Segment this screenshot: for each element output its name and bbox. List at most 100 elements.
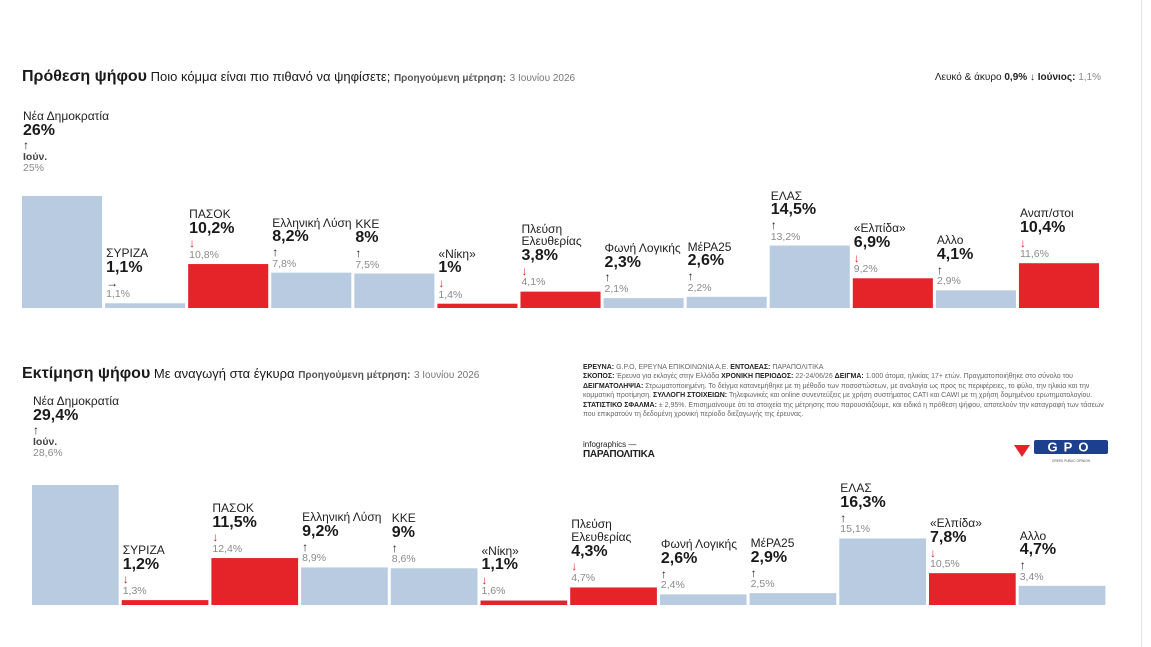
bar	[1018, 585, 1106, 605]
bar	[686, 296, 767, 308]
bar-label: ΠΑΣΟΚ 10,2% ↓ 10,8%	[189, 208, 282, 261]
party-name: Νέα Δημοκρατία	[23, 109, 110, 123]
party-name: Ελληνική Λύση	[302, 510, 382, 525]
right-divider	[1141, 0, 1142, 647]
party-name: Φωνή Λογικής	[660, 537, 737, 552]
bar	[480, 600, 568, 605]
infographics-label: infographics —	[583, 440, 637, 449]
purpose-text: Έρευνα για εκλογές στην Ελλάδα	[616, 373, 720, 381]
bar-label: Ελληνική Λύση 8,2% ↑ 7,8%	[272, 217, 365, 270]
previous-value: 9,2%	[853, 263, 878, 276]
party-name: ΣΥΡΙΖΑ	[106, 246, 149, 261]
bar-label: Νέα Δημοκρατία 29,4% ↑ Ιούν. 28,6%	[33, 395, 133, 459]
bar	[271, 272, 352, 308]
trend-arrow: ↓	[438, 276, 445, 291]
brand-logo: ΠΑΡΑΠΟΛΙΤΙΚΑ	[583, 449, 655, 460]
intention-title: Πρόθεση ψήφου	[22, 68, 147, 85]
intention-prev-label: Προηγούμενη μέτρηση:	[393, 73, 507, 84]
value-label: 29,4%	[33, 406, 79, 424]
party-name: Πλεύση Ελευθερίας	[571, 517, 632, 545]
value-label: 1,1%	[106, 258, 143, 276]
trend-arrow: ↓	[189, 236, 196, 251]
trend-arrow: ↑	[1019, 558, 1026, 573]
gpo-logo: GPO GREEK PUBLIC OPINION	[1014, 440, 1108, 463]
estimate-chart: Νέα Δημοκρατία 29,4% ↑ Ιούν. 28,6% ΣΥΡΙΖΑ 1,2%…	[32, 395, 1108, 607]
blank-vote-prev-label: Ιούνιος:	[1037, 72, 1076, 83]
estimate-header: Εκτίμηση ψήφου Με αναγωγή στα έγκυρα Προ…	[22, 365, 479, 383]
value-label: 10,2%	[189, 219, 235, 237]
trend-arrow: ↓	[1019, 235, 1026, 250]
trend-arrow: ↑	[840, 510, 847, 525]
trend-arrow: ↑	[302, 539, 309, 554]
trend-arrow: ↑	[604, 270, 611, 285]
trend-arrow: ↓	[853, 250, 860, 265]
error-text: ± 2,95%. Επισημαίνουμε ότι τα στοιχεία τ…	[583, 401, 1104, 419]
intention-chart: Νέα Δημοκρατία 26% ↑ Ιούν. 25% ΣΥΡΙΖΑ 1,1% → 1,1…	[22, 109, 1102, 310]
bar	[390, 568, 478, 605]
trend-arrow: ↑	[33, 423, 39, 438]
trend-arrow: ↓	[122, 572, 129, 587]
bar	[839, 538, 926, 605]
party-name: ΕΛΑΣ	[770, 188, 803, 203]
party-name: Φωνή Λογικής	[604, 241, 681, 256]
collection-label: ΣΥΛΛΟΓΗ ΣΤΟΙΧΕΙΩΝ:	[653, 392, 728, 400]
trend-arrow: ↑	[272, 245, 279, 260]
bar-label: Αναπ/στοι 10,4% ↓ 11,6%	[1020, 207, 1113, 260]
bar	[1018, 263, 1100, 308]
bar	[437, 303, 518, 308]
bar	[935, 290, 1016, 308]
value-label: 9,2%	[302, 523, 339, 541]
previous-value: 10,5%	[930, 558, 960, 571]
value-label: 6,9%	[853, 233, 891, 251]
gpo-logo-box	[1034, 440, 1108, 454]
value-label: 2,9%	[750, 548, 788, 566]
previous-value: 28,6%	[33, 447, 63, 459]
bar-label: «Νίκη» 1% ↓ 1,4%	[438, 248, 531, 301]
bar	[570, 587, 657, 605]
previous-value: 2,1%	[604, 283, 629, 296]
collection-text: Τηλεφωνικές και online συνεντεύξεις με χ…	[728, 392, 1093, 400]
bars-svg	[32, 485, 1106, 605]
previous-value: 15,1%	[840, 523, 871, 536]
party-name: Αλλο	[936, 233, 964, 248]
value-label: 7,8%	[930, 528, 967, 546]
value-label: 3,8%	[521, 246, 558, 264]
trend-arrow: ↓	[481, 572, 488, 587]
party-name: Πλεύση Ελευθερίας	[521, 221, 582, 249]
bars-svg	[22, 196, 1100, 308]
bar	[211, 558, 299, 605]
bar	[32, 485, 119, 605]
intention-header: Πρόθεση ψήφου Ποιο κόμμα είναι πιο πιθαν…	[22, 68, 575, 86]
bar-label: ΣΥΡΙΖΑ 1,2% ↓ 1,3%	[123, 544, 223, 597]
previous-value: 7,8%	[272, 257, 297, 270]
blank-vote-arrow: ↓	[1029, 72, 1035, 83]
bar-label: «Ελπίδα» 7,8% ↓ 10,5%	[930, 517, 1030, 570]
value-label: 14,5%	[770, 201, 817, 219]
bar	[301, 567, 388, 605]
trend-arrow: ↑	[391, 540, 398, 555]
methodology-note: ΕΡΕΥΝΑ: G.P.O, ΕΡΕΥΝΑ ΕΠΙΚΟΙΝΩΝΙΑ Α.Ε. Ε…	[583, 363, 1111, 420]
value-label: 10,4%	[1019, 218, 1066, 236]
gpo-logo-mark	[1014, 445, 1030, 457]
intention-subtitle: Ποιο κόμμα είναι πιο πιθανό να ψηφίσετε;	[150, 69, 391, 84]
trend-arrow: ↑	[750, 565, 757, 580]
sample-label: ΔΕΙΓΜΑ:	[834, 373, 864, 381]
source-label: ΕΡΕΥΝΑ:	[583, 364, 615, 371]
prev-period-label: Ιούν.	[23, 150, 48, 163]
bar	[769, 245, 850, 308]
previous-value: 12,4%	[212, 543, 243, 556]
client-label: ΕΝΤΟΛΕΑΣ:	[730, 364, 771, 371]
bar	[188, 264, 269, 308]
party-name: ΜέΡΑ25	[750, 536, 795, 551]
trend-arrow: ↓	[212, 530, 219, 545]
party-name: Αναπ/στοι	[1019, 206, 1074, 221]
previous-value: 1,4%	[438, 288, 463, 301]
blank-vote-value: 0,9%	[1004, 72, 1028, 83]
bar-label: ΕΛΑΣ 14,5% ↑ 13,2%	[770, 188, 864, 243]
trend-arrow: ↓	[571, 559, 578, 574]
estimate-prev-date: 3 Ιουνίου 2026	[413, 370, 480, 381]
bar-label: Φωνή Λογικής 2,3% ↑ 2,1%	[605, 242, 698, 295]
previous-value: 1,3%	[122, 585, 147, 598]
bar	[659, 594, 747, 605]
previous-value: 2,4%	[660, 579, 685, 592]
